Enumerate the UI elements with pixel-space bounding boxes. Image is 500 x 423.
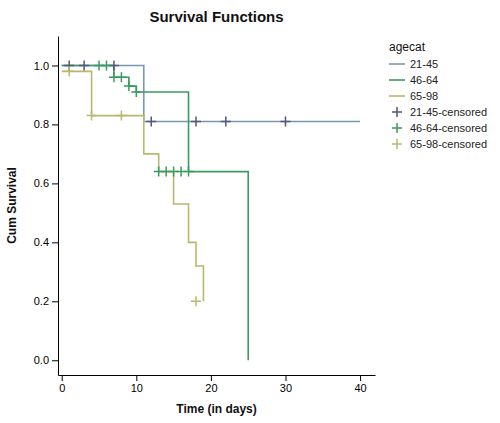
legend-entry: 46-64-censored bbox=[392, 122, 487, 134]
y-tick-label: 0.6 bbox=[34, 177, 49, 189]
y-axis: 0.0 0.2 0.4 0.6 0.8 1.0 bbox=[34, 37, 59, 376]
y-tick-mark bbox=[52, 183, 58, 184]
legend-label: 21-45 bbox=[410, 58, 438, 70]
y-tick-mark bbox=[52, 124, 58, 125]
censor-marker bbox=[280, 116, 290, 126]
marks bbox=[62, 60, 360, 360]
y-tick-label: 0.2 bbox=[34, 295, 49, 307]
legend-swatch bbox=[392, 139, 402, 149]
y-tick-mark bbox=[52, 360, 58, 361]
censor-marker bbox=[221, 116, 231, 126]
censor-marker bbox=[116, 111, 126, 121]
x-tick-mark bbox=[360, 375, 361, 381]
x-axis-title: Time (in days) bbox=[176, 402, 256, 416]
y-tick: 0.2 bbox=[34, 295, 58, 307]
legend-swatch bbox=[392, 107, 402, 117]
legend-entry: 21-45 bbox=[389, 58, 438, 70]
x-tick: 10 bbox=[131, 375, 143, 394]
x-axis: 0 10 20 30 40 bbox=[59, 375, 376, 394]
y-tick-mark bbox=[52, 65, 58, 66]
legend: agecat 21-45 46-64 65-98 21-45-censored 46-64… bbox=[389, 40, 487, 150]
x-axis-line bbox=[59, 375, 376, 376]
x-tick-mark bbox=[211, 375, 212, 381]
y-tick-label: 0.8 bbox=[34, 118, 49, 130]
legend-entry: 46-64 bbox=[389, 74, 438, 86]
censor-marker bbox=[116, 72, 126, 82]
x-tick-mark bbox=[62, 375, 63, 381]
censor-marker bbox=[79, 60, 89, 70]
censor-marker bbox=[87, 111, 97, 121]
x-tick-mark bbox=[136, 375, 137, 381]
x-tick-label: 10 bbox=[131, 382, 143, 394]
x-tick-label: 30 bbox=[280, 382, 292, 394]
step-line bbox=[62, 65, 360, 121]
y-axis-title: Cum Survival bbox=[5, 167, 19, 244]
censor-marker bbox=[124, 81, 134, 91]
plot: 0 10 20 30 40 0.0 0.2 0.4 0.6 0.8 1.0 bbox=[34, 37, 376, 394]
legend-swatch bbox=[389, 63, 405, 65]
x-tick-label: 40 bbox=[354, 382, 366, 394]
censor-marker bbox=[64, 66, 74, 76]
step-line bbox=[62, 71, 204, 301]
censor-marker bbox=[184, 167, 194, 177]
y-tick-label: 0.4 bbox=[34, 236, 49, 248]
censor-marker bbox=[101, 60, 111, 70]
censor-marker bbox=[146, 116, 156, 126]
legend-label: 65-98 bbox=[410, 90, 438, 102]
y-tick-label: 0.0 bbox=[34, 354, 49, 366]
censor-marker bbox=[131, 87, 141, 97]
x-tick: 20 bbox=[205, 375, 217, 394]
y-tick: 0.4 bbox=[34, 236, 58, 248]
step-line bbox=[62, 65, 248, 360]
y-tick: 1.0 bbox=[34, 59, 58, 71]
y-tick: 0.6 bbox=[34, 177, 58, 189]
legend-title: agecat bbox=[389, 40, 426, 54]
y-tick: 0.0 bbox=[34, 354, 58, 366]
legend-label: 21-45-censored bbox=[410, 106, 487, 118]
legend-label: 46-64-censored bbox=[410, 122, 487, 134]
x-tick: 0 bbox=[59, 375, 65, 394]
legend-entry: 21-45-censored bbox=[392, 106, 487, 118]
title: Survival Functions bbox=[149, 8, 283, 25]
legend-entry: 65-98-censored bbox=[392, 138, 487, 150]
legend-label: 46-64 bbox=[410, 74, 438, 86]
chart: 0 10 20 30 40 0.0 0.2 0.4 0.6 0.8 1.0 Survival Func… bbox=[0, 0, 500, 423]
legend-entry: 65-98 bbox=[389, 90, 438, 102]
legend-swatch bbox=[389, 79, 405, 81]
x-tick-label: 20 bbox=[205, 382, 217, 394]
censor-marker bbox=[191, 116, 201, 126]
y-tick-mark bbox=[52, 301, 58, 302]
legend-swatch bbox=[392, 123, 402, 133]
legend-swatch bbox=[389, 95, 405, 97]
x-tick: 40 bbox=[354, 375, 366, 394]
legend-label: 65-98-censored bbox=[410, 138, 487, 150]
x-tick-label: 0 bbox=[59, 382, 65, 394]
y-tick: 0.8 bbox=[34, 118, 58, 130]
x-tick: 30 bbox=[280, 375, 292, 394]
x-tick-mark bbox=[285, 375, 286, 381]
y-tick-label: 1.0 bbox=[34, 59, 49, 71]
y-tick-mark bbox=[52, 242, 58, 243]
y-axis-line bbox=[58, 37, 59, 376]
censor-marker bbox=[191, 296, 201, 306]
